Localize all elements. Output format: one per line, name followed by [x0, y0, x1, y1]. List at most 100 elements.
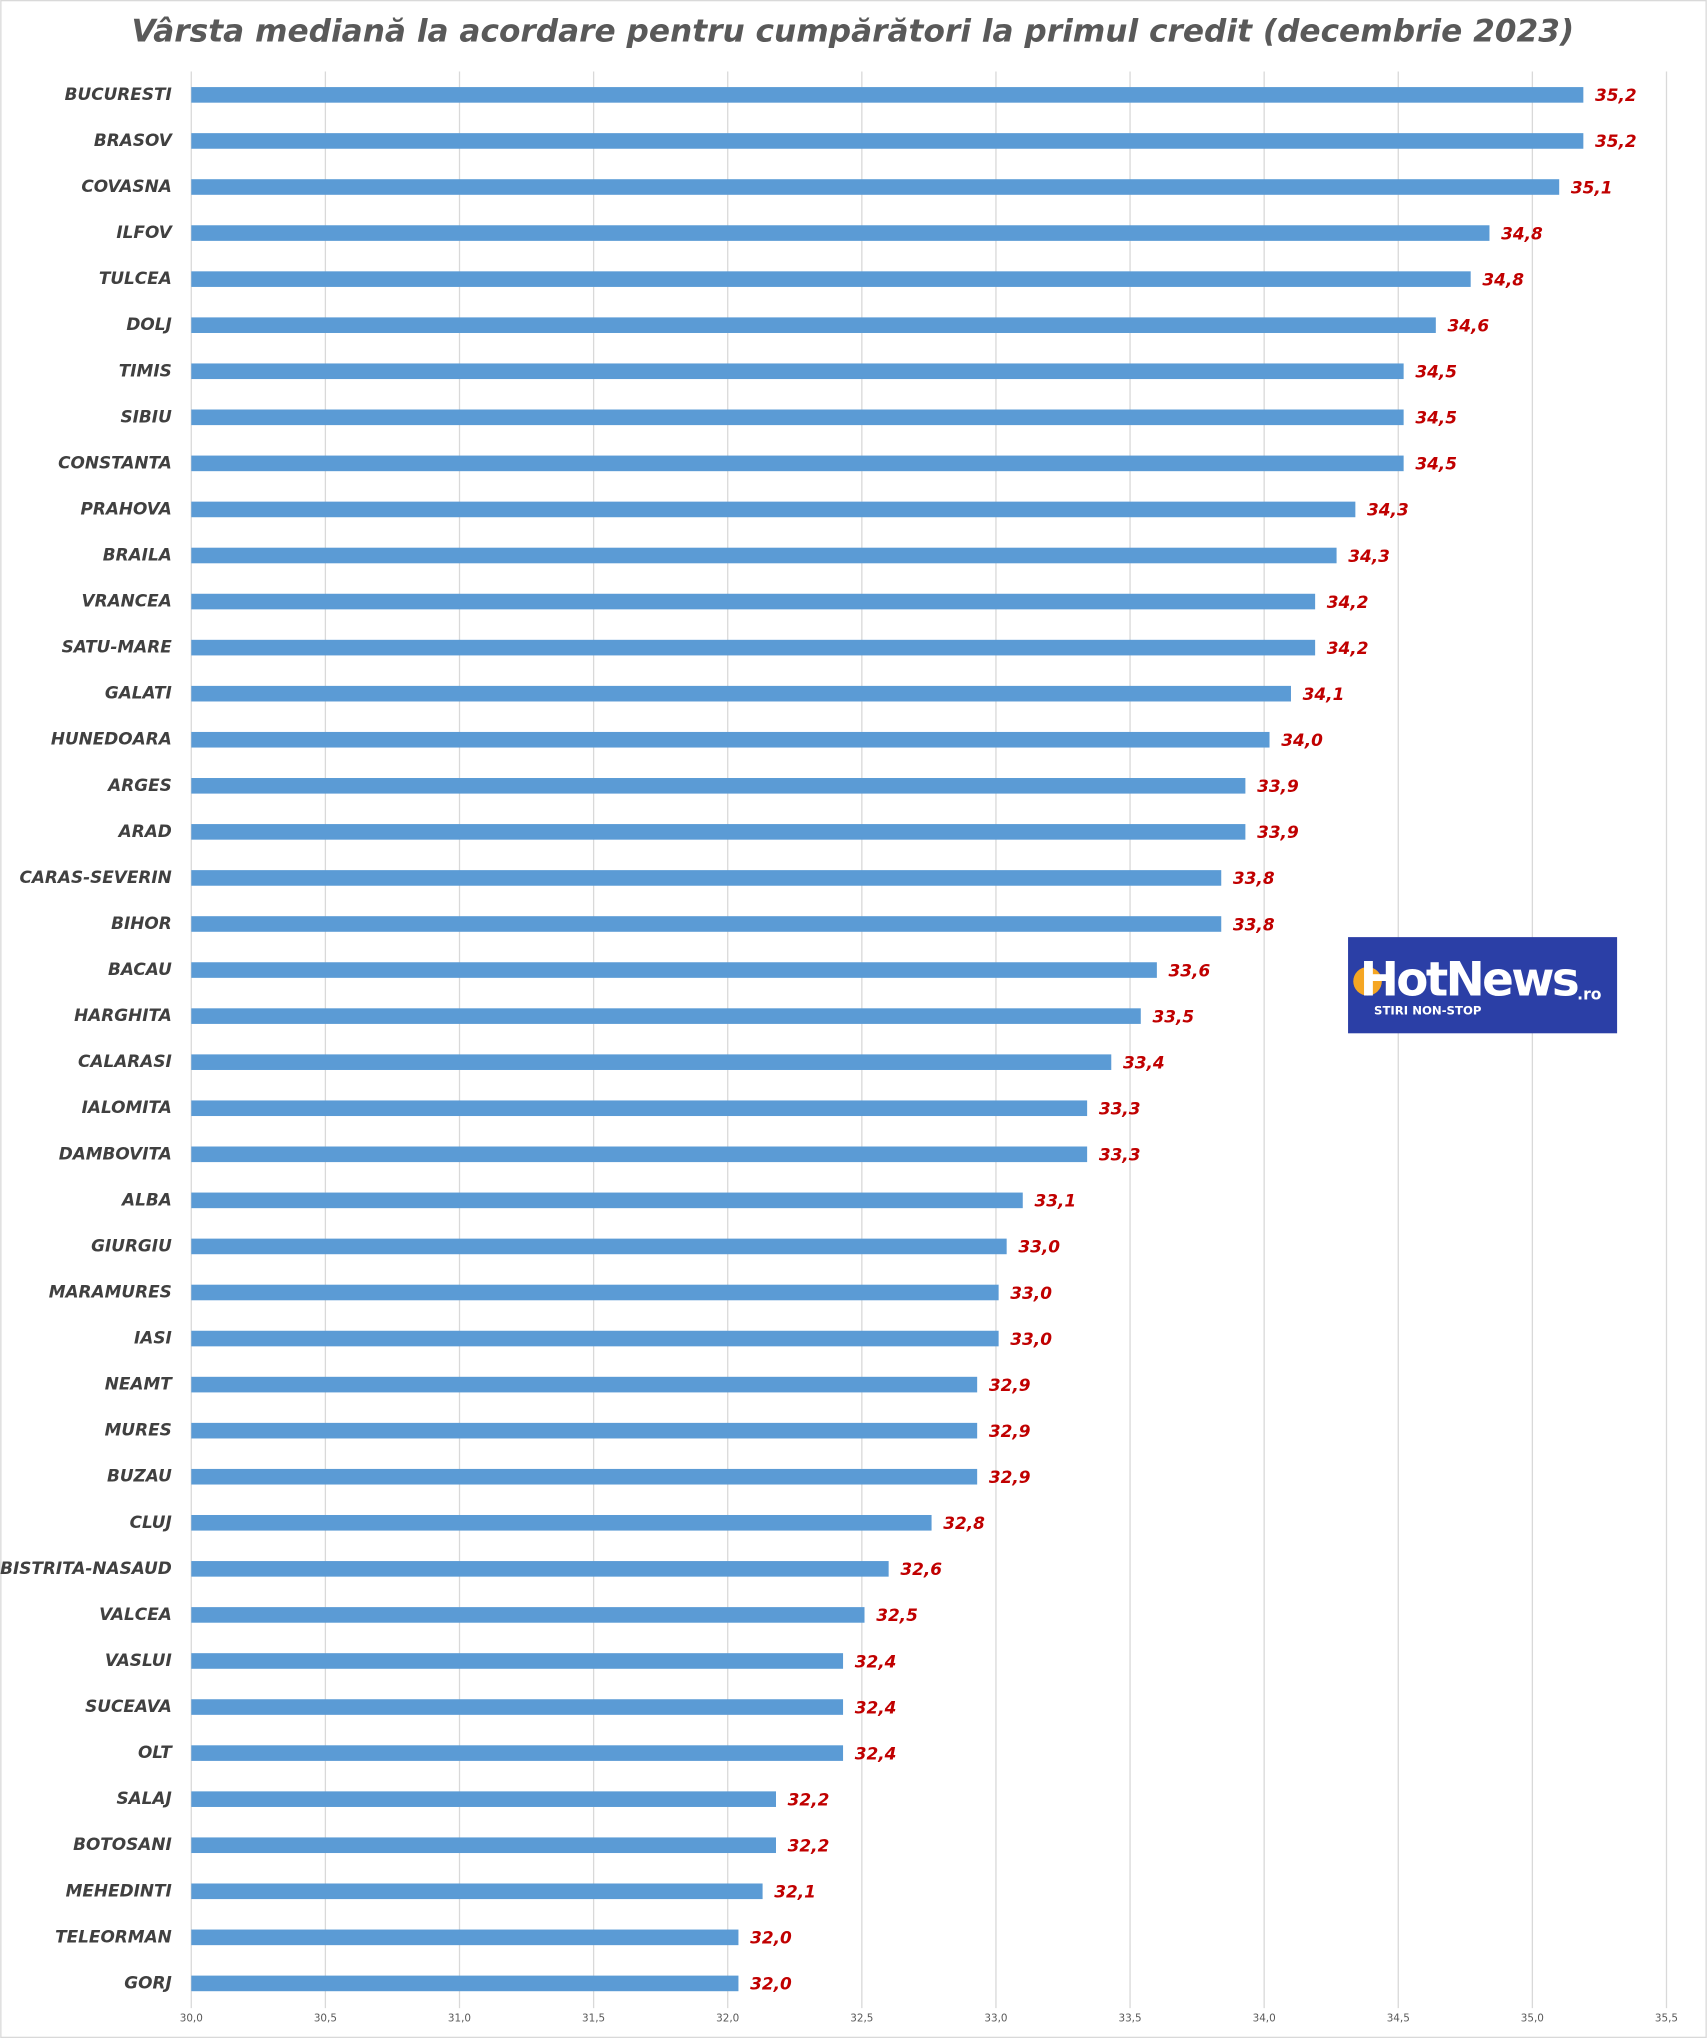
data-label: 32,2: [788, 1836, 830, 1856]
data-label: 32,9: [989, 1421, 1031, 1441]
bar: [191, 1607, 865, 1623]
y-tick-label: BOTOSANI: [73, 1834, 172, 1854]
data-label: 33,4: [1123, 1052, 1165, 1072]
data-label: 33,3: [1099, 1099, 1141, 1119]
logo: HotNews.ro STIRI NON-STOP: [1348, 937, 1618, 1034]
data-label: 33,9: [1257, 822, 1299, 842]
x-tick-label: 32,5: [850, 2013, 873, 2025]
y-tick-label: ILFOV: [116, 222, 173, 242]
y-tick-label: SUCEAVA: [85, 1696, 172, 1716]
data-label: 35,2: [1595, 131, 1637, 151]
y-tick-label: COVASNA: [81, 176, 171, 196]
logo-tagline: STIRI NON-STOP: [1374, 1004, 1482, 1018]
data-label: 33,0: [1010, 1329, 1052, 1349]
y-tick-label: GORJ: [124, 1972, 171, 1992]
bar: [191, 1376, 978, 1393]
bar: [191, 870, 1222, 886]
y-tick-label: NEAMT: [105, 1374, 174, 1394]
y-tick-label: CARAS-SEVERIN: [19, 867, 171, 887]
x-tick-label: 33,5: [1118, 2013, 1141, 2025]
y-tick-label: HUNEDOARA: [51, 729, 172, 749]
y-tick-label: VRANCEA: [82, 591, 172, 611]
data-label: 33,6: [1169, 960, 1211, 980]
bar: [191, 685, 1291, 702]
y-tick-label: TULCEA: [99, 268, 172, 288]
bar: [191, 1745, 844, 1761]
bar: [191, 1054, 1112, 1070]
x-tick-label: 35,0: [1521, 2013, 1544, 2025]
data-label: 34,5: [1415, 362, 1457, 382]
y-tick-label: ARAD: [117, 821, 172, 841]
bar: [191, 1791, 776, 1807]
bar: [191, 1100, 1088, 1117]
bar: [191, 1468, 978, 1485]
y-tick-label: HARGHITA: [74, 1005, 172, 1025]
x-tick-label: 35,5: [1655, 2013, 1678, 2025]
bar: [191, 179, 1560, 195]
data-label: 32,2: [788, 1789, 830, 1809]
bar: [191, 547, 1337, 564]
bar: [191, 87, 1584, 103]
bar: [191, 1008, 1141, 1024]
data-label: 32,1: [774, 1882, 816, 1902]
data-label: 32,9: [989, 1375, 1031, 1395]
y-tick-label: ARGES: [106, 775, 172, 795]
y-tick-label: DOLJ: [126, 314, 171, 334]
data-label: 32,4: [855, 1743, 897, 1763]
data-label: 34,2: [1327, 638, 1369, 658]
data-label: 32,8: [943, 1513, 985, 1533]
data-label: 32,4: [855, 1651, 897, 1671]
chart-title: Vârsta mediană la acordare pentru cumpăr…: [132, 13, 1575, 49]
bar: [191, 1146, 1088, 1163]
logo-brand-text: HotNews: [1360, 953, 1578, 1007]
y-tick-label: TELEORMAN: [55, 1926, 172, 1946]
y-tick-label: SATU-MARE: [62, 637, 173, 657]
y-tick-label: BRASOV: [94, 130, 174, 150]
data-label: 33,8: [1233, 914, 1275, 934]
bar: [191, 1837, 776, 1854]
bar: [191, 455, 1404, 472]
bar: [191, 271, 1471, 287]
bar: [191, 778, 1246, 794]
bar: [191, 1699, 844, 1715]
data-label: 33,0: [1018, 1237, 1060, 1257]
data-label: 32,6: [900, 1559, 942, 1579]
bar: [191, 1975, 739, 1992]
data-label: 34,8: [1501, 223, 1543, 243]
bar: [191, 1883, 763, 1900]
data-label: 32,4: [855, 1697, 897, 1717]
data-label: 32,5: [876, 1605, 918, 1625]
data-label: 35,2: [1595, 85, 1637, 105]
y-tick-label: IASI: [134, 1328, 172, 1348]
x-tick-label: 30,5: [314, 2013, 337, 2025]
bar: [191, 962, 1157, 978]
data-label: 34,6: [1448, 315, 1490, 335]
x-tick-label: 31,0: [448, 2013, 471, 2025]
data-label: 34,3: [1348, 546, 1390, 566]
bar: [191, 317, 1436, 333]
data-label: 35,1: [1571, 177, 1613, 197]
bar: [191, 225, 1490, 241]
y-tick-label: VALCEA: [99, 1604, 172, 1624]
y-tick-label: DAMBOVITA: [59, 1143, 172, 1163]
bar: [191, 363, 1404, 380]
data-label: 34,2: [1327, 592, 1369, 612]
data-label: 32,0: [750, 1974, 792, 1994]
y-tick-label: IALOMITA: [82, 1097, 172, 1117]
bar: [191, 824, 1246, 840]
y-tick-label: GALATI: [105, 683, 172, 703]
y-tick-label: VASLUI: [105, 1650, 172, 1670]
y-tick-label: GIURGIU: [91, 1235, 172, 1255]
data-label: 34,0: [1281, 730, 1323, 750]
x-tick-label: 34,0: [1253, 2013, 1276, 2025]
logo-brand: HotNews.ro: [1360, 953, 1602, 1007]
bar: [191, 1330, 999, 1347]
data-label: 33,1: [1034, 1191, 1076, 1211]
y-tick-label: BUZAU: [107, 1466, 172, 1486]
data-label: 33,9: [1257, 776, 1299, 796]
bar: [191, 639, 1316, 656]
data-label: 33,3: [1099, 1145, 1141, 1165]
data-label: 34,5: [1415, 408, 1457, 428]
y-tick-label: BRAILA: [103, 544, 172, 564]
